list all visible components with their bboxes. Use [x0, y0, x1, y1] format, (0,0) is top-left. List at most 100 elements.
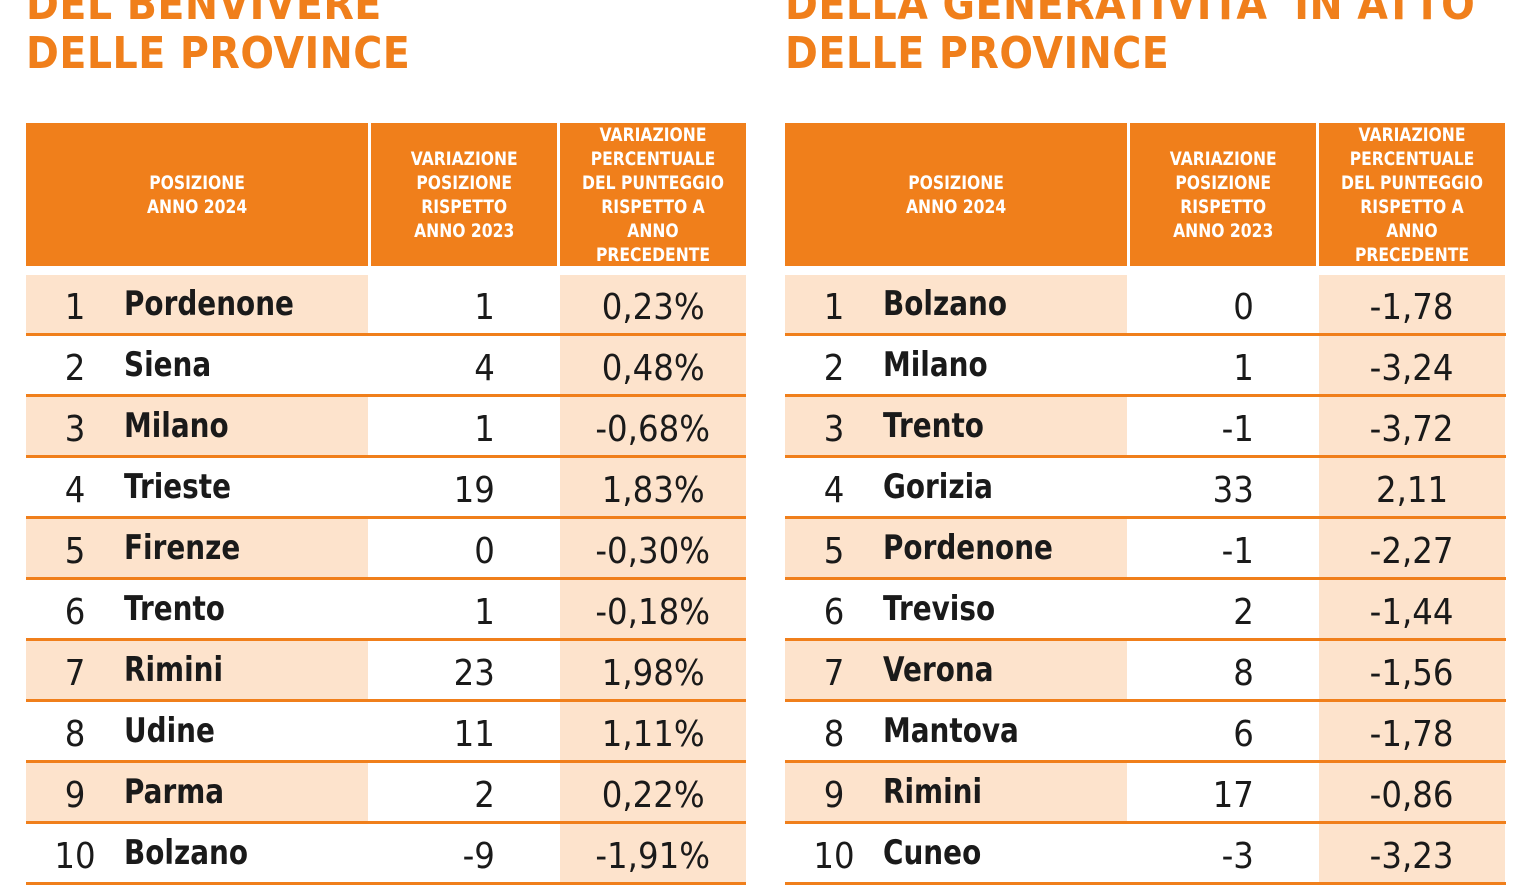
rank-number: 2 — [64, 347, 86, 389]
table-row: 8 Mantova 6 -1,78 — [785, 702, 1506, 763]
score-change-cell: -1,78 — [1319, 275, 1505, 333]
header-position-label: POSIZIONE ANNO 2024 — [146, 171, 248, 218]
province-name: Milano — [883, 345, 988, 385]
position-cell: 7 Rimini — [26, 641, 368, 699]
score-change-value: 0,22% — [601, 774, 705, 816]
score-change-cell: -3,72 — [1319, 397, 1505, 455]
position-change-cell: 1 — [371, 580, 557, 638]
score-change-value: -0,30% — [595, 530, 711, 572]
score-change-value: -1,56 — [1370, 652, 1454, 694]
rank-number: 7 — [823, 652, 845, 694]
score-change-cell: 0,22% — [560, 763, 746, 821]
province-name: Milano — [124, 406, 229, 446]
right-title-line-2: DELLE PROVINCE — [785, 28, 1170, 79]
position-cell: 6 Treviso — [785, 580, 1127, 638]
rank-number: 9 — [64, 774, 86, 816]
rank-number: 1 — [823, 286, 845, 328]
score-change-value: -1,91% — [595, 835, 711, 877]
table-row: 9 Parma 2 0,22% — [26, 763, 746, 824]
score-change-cell: 1,83% — [560, 458, 746, 516]
position-change-cell: 0 — [371, 519, 557, 577]
score-change-cell: -0,18% — [560, 580, 746, 638]
province-name: Trieste — [124, 467, 232, 507]
rank-number: 2 — [823, 347, 845, 389]
header-score-change: VARIAZIONE PERCENTUALE DEL PUNTEGGIO RIS… — [560, 123, 746, 266]
position-change-value: 6 — [1233, 713, 1254, 755]
score-change-value: -1,78 — [1370, 286, 1454, 328]
score-change-cell: -0,86 — [1319, 763, 1505, 821]
rank-number: 3 — [823, 408, 845, 450]
score-change-value: -0,86 — [1370, 774, 1454, 816]
score-change-cell: -1,56 — [1319, 641, 1505, 699]
score-change-cell: -1,91% — [560, 824, 746, 882]
table-row: 3 Milano 1 -0,68% — [26, 397, 746, 458]
position-change-value: 23 — [453, 652, 495, 694]
province-name: Rimini — [883, 772, 983, 812]
score-change-cell: -3,24 — [1319, 336, 1505, 394]
score-change-cell: -1,44 — [1319, 580, 1505, 638]
position-change-value: -1 — [1221, 408, 1254, 450]
right-ranking-table: POSIZIONE ANNO 2024 VARIAZIONE POSIZIONE… — [785, 123, 1506, 885]
position-change-value: 33 — [1212, 469, 1254, 511]
table-row: 4 Trieste 19 1,83% — [26, 458, 746, 519]
header-position: POSIZIONE ANNO 2024 — [785, 123, 1127, 266]
right-table-header: POSIZIONE ANNO 2024 VARIAZIONE POSIZIONE… — [785, 123, 1506, 266]
position-change-value: 17 — [1212, 774, 1254, 816]
left-table-body: 1 Pordenone 1 0,23% 2 Siena 4 0,48% 3 Milano 1 -0,6… — [26, 275, 746, 885]
position-change-cell: -1 — [1130, 519, 1316, 577]
rank-number: 3 — [64, 408, 86, 450]
table-row: 4 Gorizia 33 2,11 — [785, 458, 1506, 519]
table-row: 10 Cuneo -3 -3,23 — [785, 824, 1506, 885]
position-cell: 2 Siena — [26, 336, 368, 394]
position-cell: 8 Udine — [26, 702, 368, 760]
score-change-cell: -1,78 — [1319, 702, 1505, 760]
position-cell: 4 Trieste — [26, 458, 368, 516]
score-change-value: 2,11 — [1375, 469, 1449, 511]
table-row: 10 Bolzano -9 -1,91% — [26, 824, 746, 885]
position-change-value: 1 — [474, 591, 495, 633]
score-change-cell: 0,23% — [560, 275, 746, 333]
position-change-value: -3 — [1221, 835, 1254, 877]
table-row: 6 Treviso 2 -1,44 — [785, 580, 1506, 641]
table-row: 5 Firenze 0 -0,30% — [26, 519, 746, 580]
province-name: Bolzano — [883, 284, 1008, 324]
rank-number: 8 — [823, 713, 845, 755]
rank-number: 8 — [64, 713, 86, 755]
position-change-cell: 4 — [371, 336, 557, 394]
rank-number: 10 — [813, 835, 855, 877]
position-change-cell: 0 — [1130, 275, 1316, 333]
position-change-cell: 11 — [371, 702, 557, 760]
position-change-cell: -1 — [1130, 397, 1316, 455]
position-change-cell: -3 — [1130, 824, 1316, 882]
score-change-cell: 0,48% — [560, 336, 746, 394]
left-table-title: DEL BENVIVERE DELLE PROVINCE — [26, 0, 410, 78]
rank-number: 5 — [64, 530, 86, 572]
rank-number: 6 — [823, 591, 845, 633]
position-cell: 1 Bolzano — [785, 275, 1127, 333]
score-change-value: 1,98% — [601, 652, 705, 694]
position-cell: 10 Bolzano — [26, 824, 368, 882]
rank-number: 6 — [64, 591, 86, 633]
table-row: 7 Verona 8 -1,56 — [785, 641, 1506, 702]
position-cell: 4 Gorizia — [785, 458, 1127, 516]
position-change-value: -1 — [1221, 530, 1254, 572]
rank-number: 10 — [54, 835, 96, 877]
position-change-cell: 1 — [1130, 336, 1316, 394]
header-position-change: VARIAZIONE POSIZIONE RISPETTO ANNO 2023 — [1130, 123, 1316, 266]
score-change-cell: 1,98% — [560, 641, 746, 699]
province-name: Udine — [124, 711, 215, 751]
right-table-body: 1 Bolzano 0 -1,78 2 Milano 1 -3,24 3 Trento -1 -3,7… — [785, 275, 1506, 885]
left-title-line-2: DELLE PROVINCE — [26, 28, 411, 79]
province-name: Cuneo — [883, 833, 982, 873]
header-score-change-label: VARIAZIONE PERCENTUALE DEL PUNTEGGIO RIS… — [1341, 123, 1483, 266]
position-change-value: -9 — [462, 835, 495, 877]
position-cell: 5 Firenze — [26, 519, 368, 577]
score-change-value: 1,83% — [601, 469, 705, 511]
position-change-cell: 19 — [371, 458, 557, 516]
score-change-cell: -0,68% — [560, 397, 746, 455]
position-change-value: 1 — [474, 408, 495, 450]
position-cell: 3 Milano — [26, 397, 368, 455]
position-change-cell: 6 — [1130, 702, 1316, 760]
province-name: Rimini — [124, 650, 224, 690]
province-name: Firenze — [124, 528, 241, 568]
